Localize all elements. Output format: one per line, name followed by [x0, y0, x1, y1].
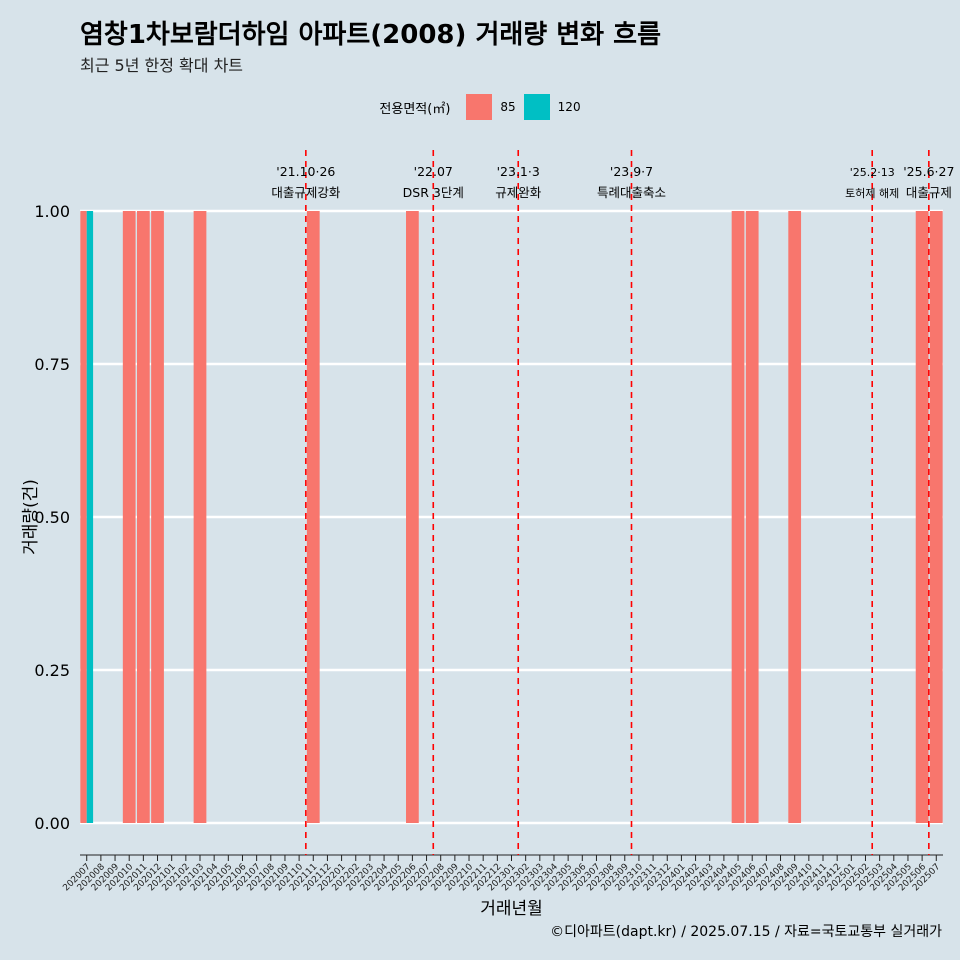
- event-date-label: '21.10·26: [276, 164, 335, 179]
- event-date-label: '22.07: [414, 164, 453, 179]
- chart-subtitle: 최근 5년 한정 확대 차트: [80, 56, 244, 75]
- event-name-label: 대출규제강화: [271, 185, 341, 200]
- y-tick-label: 0.50: [34, 508, 70, 527]
- legend-label-120: 120: [557, 100, 581, 114]
- event-date-label: '25.2·13: [850, 166, 895, 179]
- bar-85-202007: [80, 211, 87, 823]
- event-date-label: '23.1·3: [497, 164, 540, 179]
- bar-120-202007: [86, 211, 94, 823]
- legend: 전용면적(㎡) 85 120: [0, 93, 960, 121]
- bar-85-202206: [406, 211, 419, 823]
- bar-85-202409: [788, 211, 802, 823]
- source-caption: ©디아파트(dapt.kr) / 2025.07.15 / 자료=국토교통부 실…: [550, 924, 942, 940]
- bar-85-202406: [745, 211, 759, 823]
- event-date-label: '23.9·7: [610, 164, 653, 179]
- y-axis-label: 거래량(건): [21, 479, 41, 555]
- chart-title: 염창1차보람더하임 아파트(2008) 거래량 변화 흐름: [80, 20, 661, 50]
- bar-85-202405: [731, 211, 745, 823]
- event-name-label: 대출규제: [906, 185, 952, 200]
- legend-item-85: 85: [466, 94, 516, 120]
- legend-swatch-85: [466, 94, 493, 120]
- y-tick-label: 0.00: [34, 814, 70, 833]
- bar-85-202111: [306, 211, 320, 823]
- legend-title: 전용면적(㎡): [379, 101, 451, 117]
- legend-item-120: 120: [523, 94, 581, 120]
- y-tick-label: 1.00: [34, 202, 70, 221]
- legend-swatch-120: [523, 94, 550, 120]
- bar-85-202011: [136, 211, 150, 823]
- bar-85-202506: [915, 211, 929, 823]
- event-name-label: 토허제 해제: [845, 186, 899, 200]
- bar-85-202507: [929, 211, 943, 823]
- y-tick-label: 0.75: [34, 355, 70, 374]
- event-name-label: 규제완화: [495, 185, 542, 200]
- bar-85-202012: [151, 211, 164, 823]
- bar-85-202103: [193, 211, 207, 823]
- x-axis-label: 거래년월: [480, 899, 543, 919]
- event-date-label: '25.6·27: [903, 164, 954, 179]
- bar-85-202010: [122, 211, 136, 823]
- legend-label-85: 85: [500, 100, 516, 114]
- y-tick-label: 0.25: [34, 661, 70, 680]
- event-name-label: DSR 3단계: [403, 185, 464, 200]
- event-name-label: 특례대출축소: [597, 185, 666, 200]
